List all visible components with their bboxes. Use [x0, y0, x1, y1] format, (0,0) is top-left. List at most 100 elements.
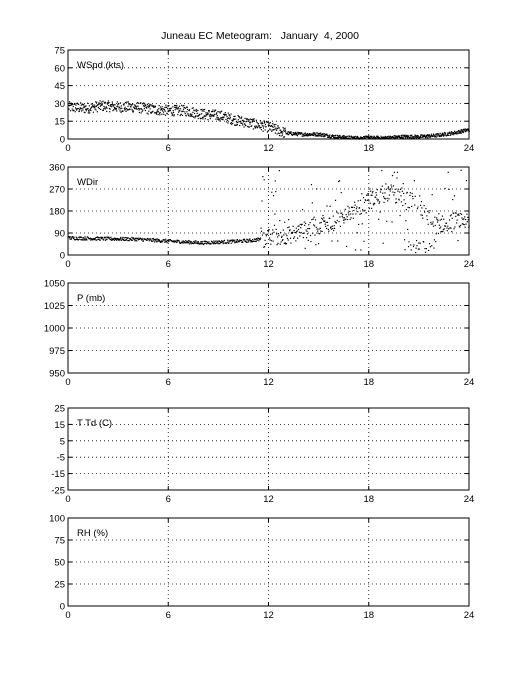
data-point [100, 236, 102, 238]
data-point [261, 123, 263, 125]
data-point [464, 226, 466, 228]
data-point [154, 238, 157, 240]
data-point [297, 132, 300, 134]
data-point [234, 115, 236, 117]
data-point [161, 113, 163, 115]
data-point [261, 121, 263, 123]
data-point [238, 116, 240, 118]
data-point [168, 108, 170, 110]
data-point [177, 111, 180, 113]
data-point [96, 239, 98, 241]
data-point [397, 188, 399, 190]
data-point [221, 118, 223, 120]
data-point [258, 238, 260, 240]
data-point [72, 237, 75, 240]
data-point [274, 128, 276, 130]
data-point [399, 214, 401, 217]
data-point [272, 240, 274, 242]
data-point [113, 239, 116, 241]
data-point [196, 112, 198, 114]
data-point [82, 237, 84, 239]
data-point [113, 106, 115, 108]
data-point [451, 230, 453, 233]
data-point [242, 241, 244, 243]
data-point [190, 115, 193, 117]
data-point [396, 136, 398, 138]
data-point [178, 108, 180, 110]
data-point [206, 112, 208, 114]
data-point [231, 239, 233, 241]
data-point [434, 135, 436, 137]
data-point [322, 214, 324, 217]
data-point [306, 133, 309, 135]
data-point [279, 129, 282, 131]
data-point [436, 217, 438, 219]
data-point [316, 134, 318, 136]
data-point [233, 118, 235, 120]
data-point [430, 223, 432, 225]
data-point [167, 240, 169, 242]
data-point [209, 114, 211, 116]
data-point [362, 210, 364, 212]
data-point [174, 104, 177, 107]
data-point [208, 241, 210, 243]
data-point [79, 238, 81, 240]
data-point [136, 240, 138, 242]
data-point [224, 112, 226, 114]
data-point [96, 111, 98, 113]
data-point [300, 232, 302, 234]
data-point [203, 242, 206, 245]
data-point [156, 241, 158, 243]
data-point [275, 191, 277, 193]
data-point [200, 117, 202, 120]
data-point [314, 135, 316, 137]
data-point [459, 212, 461, 215]
data-point [146, 112, 148, 114]
data-point [402, 137, 405, 139]
data-point [136, 108, 138, 110]
data-point [138, 111, 141, 114]
data-point [239, 124, 241, 127]
data-point [353, 137, 355, 139]
data-point [342, 219, 345, 221]
data-point [127, 105, 129, 107]
data-point [121, 239, 123, 241]
data-point [333, 137, 335, 139]
data-point [169, 108, 171, 110]
data-point [403, 192, 405, 195]
data-point [203, 115, 205, 117]
data-point [86, 108, 88, 110]
data-point [402, 204, 404, 207]
data-point [130, 239, 133, 241]
data-point [72, 110, 74, 112]
data-point [334, 227, 336, 229]
data-point [319, 135, 321, 137]
data-point [141, 103, 144, 105]
data-point [423, 241, 425, 243]
data-point [286, 132, 289, 135]
data-point [134, 240, 136, 242]
data-point [119, 102, 121, 104]
data-point [282, 127, 284, 129]
data-point [210, 116, 212, 118]
data-point [175, 106, 177, 109]
data-point [167, 105, 169, 107]
data-point [72, 105, 74, 108]
data-point [142, 105, 145, 107]
data-point [257, 237, 260, 240]
data-point [180, 113, 182, 115]
y-tick-label: 75 [54, 536, 65, 547]
y-tick-label: 1050 [44, 279, 65, 290]
data-point [109, 108, 111, 110]
data-point [68, 108, 70, 110]
data-point [460, 129, 462, 131]
data-point [156, 111, 158, 114]
data-point [187, 241, 190, 244]
data-point [277, 242, 279, 244]
data-point [275, 228, 277, 231]
data-point [430, 133, 433, 135]
data-point [323, 217, 325, 219]
data-point [441, 231, 443, 233]
data-point [436, 133, 439, 135]
data-point [347, 205, 349, 207]
